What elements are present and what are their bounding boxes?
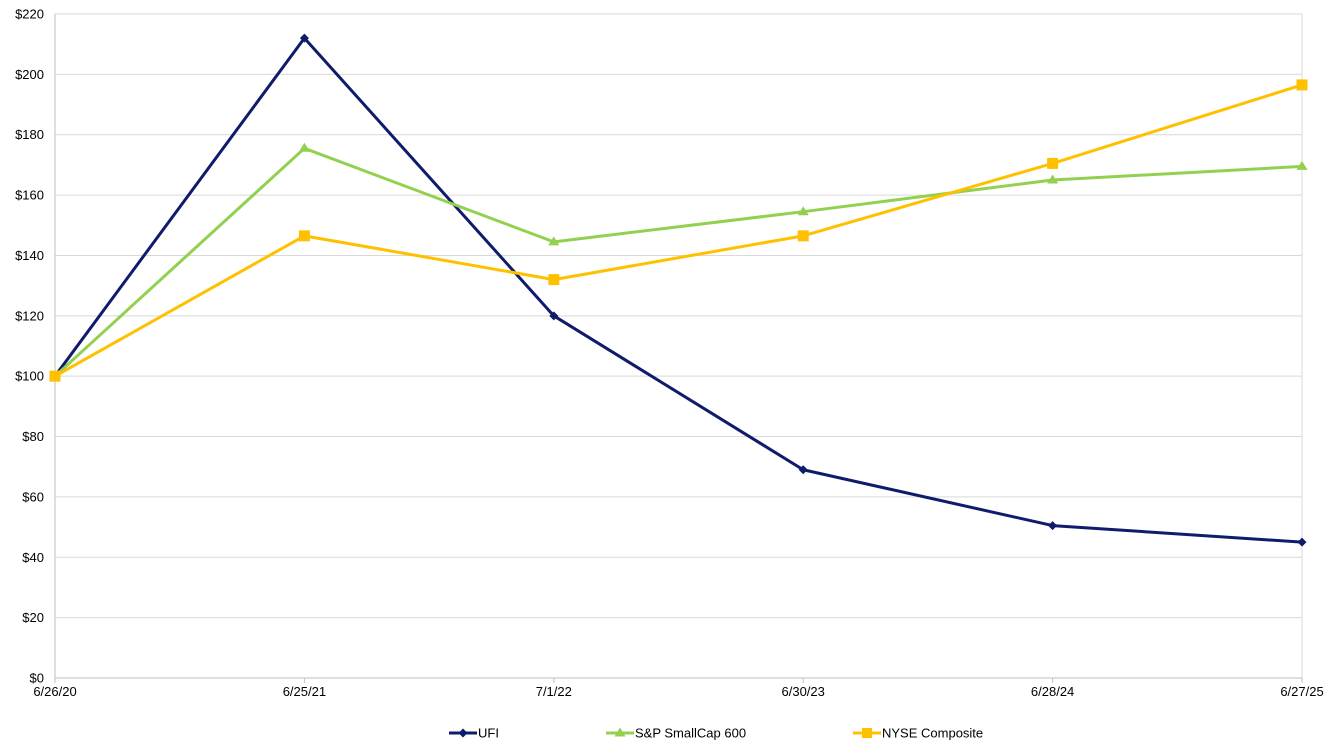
data-point	[797, 230, 809, 242]
y-tick-label: $120	[15, 308, 44, 323]
series-line	[53, 36, 1303, 544]
x-tick-label: 6/30/23	[782, 684, 825, 699]
data-point	[548, 236, 560, 246]
x-tick-label: 6/26/20	[33, 684, 76, 699]
legend-item: UFI	[449, 726, 499, 741]
data-point	[1048, 521, 1058, 531]
gridlines	[55, 13, 1303, 679]
x-tick-label: 7/1/22	[536, 684, 572, 699]
y-tick-label: $80	[22, 429, 44, 444]
legend-item: S&P SmallCap 600	[606, 726, 746, 741]
axes: $0 $20 $40 $60 $80 $100 $120 $140 $160 $180 $200 $2…	[15, 7, 1324, 700]
series-2	[49, 79, 1308, 382]
legend-item: NYSE Composite	[853, 726, 983, 741]
data-point	[548, 274, 560, 286]
legend-swatch-marker	[458, 728, 468, 738]
legend-swatch-marker	[862, 728, 872, 738]
y-tick-label: $40	[22, 550, 44, 565]
data-point	[1047, 174, 1059, 184]
data-point	[299, 33, 309, 43]
x-tick-label: 6/25/21	[283, 684, 326, 699]
series-line	[53, 146, 1303, 378]
y-tick-label: $100	[15, 369, 44, 384]
y-tick-label: $0	[30, 671, 44, 686]
y-tick-label: $220	[15, 7, 44, 22]
y-tick-label: $20	[22, 610, 44, 625]
data-point	[298, 142, 310, 152]
data-point	[1296, 160, 1308, 170]
data-point	[798, 465, 808, 475]
legend: UFI S&P SmallCap 600 NYSE Composite	[449, 726, 983, 741]
data-point	[549, 311, 559, 321]
data-point	[49, 370, 61, 382]
y-tick-label: $140	[15, 248, 44, 263]
data-point	[797, 206, 809, 216]
y-tick-label: $160	[15, 188, 44, 203]
legend-label: NYSE Composite	[882, 726, 983, 741]
data-point	[1047, 157, 1059, 169]
legend-label: UFI	[478, 726, 499, 741]
series-line	[54, 83, 1303, 378]
series-1	[49, 142, 1308, 380]
data-point	[1296, 79, 1308, 91]
y-tick-label: $200	[15, 67, 44, 82]
x-tick-label: 6/28/24	[1031, 684, 1074, 699]
data-point	[298, 230, 310, 242]
legend-label: S&P SmallCap 600	[635, 726, 746, 741]
x-tick-label: 6/27/25	[1280, 684, 1323, 699]
legend-swatch-marker	[614, 727, 626, 737]
series-lines	[49, 33, 1308, 547]
y-tick-label: $60	[22, 489, 44, 504]
data-point	[1297, 537, 1307, 547]
series-0	[50, 33, 1307, 547]
y-tick-label: $180	[15, 127, 44, 142]
